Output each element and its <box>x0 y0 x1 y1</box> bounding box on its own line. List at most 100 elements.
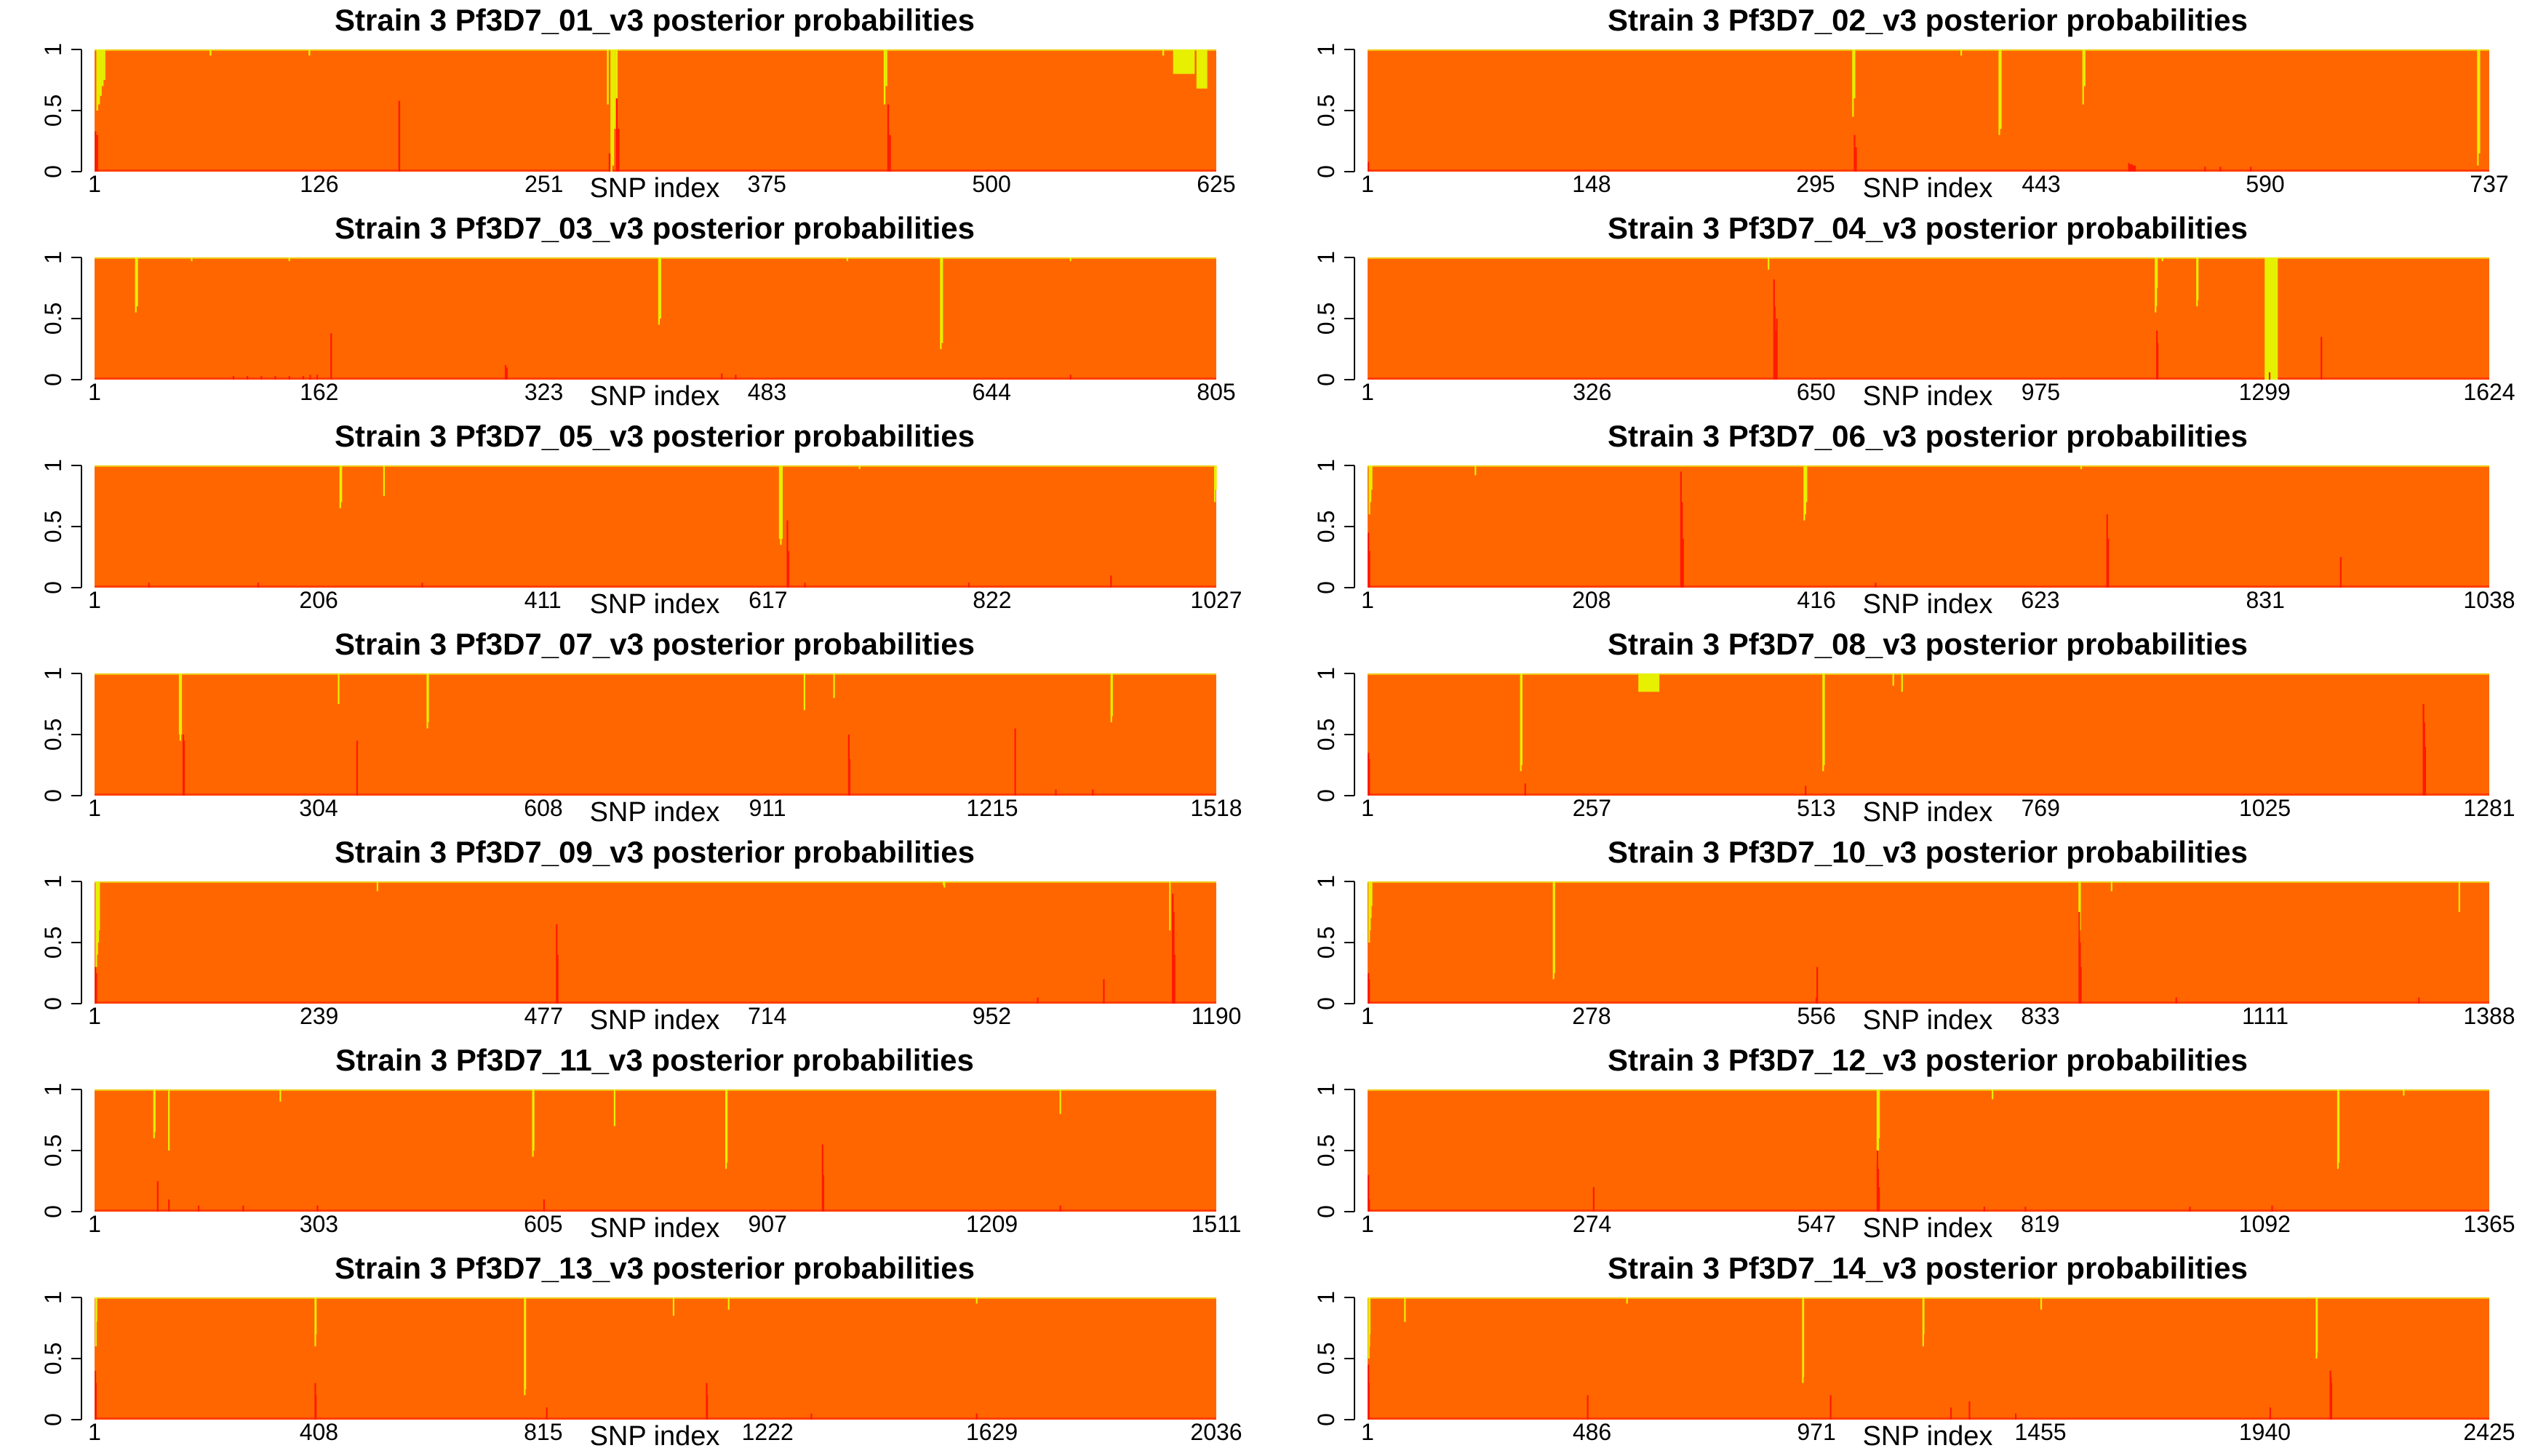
alt-state-bar <box>613 1089 616 1127</box>
x-tick-label: 1215 <box>966 795 1018 821</box>
x-tick-label: 326 <box>1573 379 1611 405</box>
primary-state-bar <box>1816 967 1819 1004</box>
primary-state-bar <box>2134 165 2136 172</box>
area-baseline <box>95 1001 1216 1004</box>
alt-state-bar <box>1876 1089 1878 1163</box>
primary-state-bar <box>1875 583 1877 588</box>
x-tick-label: 805 <box>1197 379 1235 405</box>
y-tick-label: 0 <box>40 581 66 594</box>
y-tick-label: 0 <box>40 1413 66 1426</box>
x-tick-label: 737 <box>2470 171 2508 197</box>
primary-state-bar <box>1103 979 1105 1004</box>
x-tick-label: 477 <box>524 1003 563 1029</box>
x-tick-label: 148 <box>1572 171 1611 197</box>
chart-plot: 0 0.5 1 1 148 295 443 590 737 <box>1313 43 2509 197</box>
alt-state-bar <box>97 49 100 105</box>
primary-state-bar <box>302 375 304 380</box>
alt-state-bar <box>615 49 618 123</box>
chart-title: Strain 3 Pf3D7_04_v3 posterior probabili… <box>1608 211 2248 245</box>
primary-state-bar <box>1877 1169 1880 1212</box>
primary-state-bar <box>95 131 97 172</box>
alt-state-bar <box>96 49 98 111</box>
x-tick-label: 408 <box>300 1419 338 1445</box>
alt-state-bar <box>2083 49 2086 87</box>
area-background <box>1368 1089 2489 1212</box>
alt-state-bar <box>658 257 661 325</box>
chart-title: Strain 3 Pf3D7_14_v3 posterior probabili… <box>1608 1251 2248 1285</box>
y-tick-label: 1 <box>40 43 66 56</box>
alt-state-bar <box>2337 1089 2339 1169</box>
primary-state-bar <box>1592 1187 1595 1212</box>
alt-state-fringe <box>95 465 1216 467</box>
primary-state-bar <box>735 375 737 380</box>
area-baseline <box>1368 169 2489 172</box>
alt-state-bar <box>940 257 942 349</box>
alt-state-fringe <box>1368 881 2489 883</box>
chart-plot: 0 0.5 1 1 303 605 907 1209 1511 <box>40 1083 1241 1237</box>
alt-state-bar <box>2082 49 2084 105</box>
alt-state-block <box>1196 49 1208 89</box>
y-tick-label: 0 <box>1313 165 1339 178</box>
x-tick-label: 556 <box>1797 1003 1835 1029</box>
alt-state-bar <box>726 1089 728 1163</box>
primary-state-bar <box>546 1407 548 1420</box>
alt-state-bar <box>1215 465 1217 490</box>
chart-plot: 0 0.5 1 1 278 556 833 1111 1388 <box>1313 875 2515 1029</box>
chart-panel: 0 0.5 1 1 304 608 911 1215 1518 Strain 3 Pf3D7_07… <box>0 624 1273 832</box>
chart-title: Strain 3 Pf3D7_13_v3 posterior probabili… <box>335 1251 975 1285</box>
chart-plot: 0 0.5 1 1 239 477 714 952 1190 <box>40 875 1241 1029</box>
primary-state-bar <box>2268 372 2271 380</box>
alt-state-bar <box>180 673 183 735</box>
alt-state-bar <box>2079 881 2081 931</box>
chart-panel: 0 0.5 1 1 278 556 833 1111 1388 Strain 3 Pf3D7_10… <box>1273 832 2546 1040</box>
primary-state-bar <box>95 973 97 1004</box>
primary-state-bar <box>274 375 276 380</box>
x-tick-label: 295 <box>1796 171 1835 197</box>
chart-panel: 0 0.5 1 1 126 251 375 500 625 Strain 3 Pf3D7_01_v… <box>0 0 1273 208</box>
alt-state-bar <box>376 881 378 892</box>
primary-state-bar <box>309 375 311 380</box>
alt-state-bar <box>614 49 616 129</box>
chart-panel: 0 0.5 1 1 408 815 1222 1629 2036 Strain 3 Pf3D7_1… <box>0 1248 1273 1456</box>
chart-panel: 0 0.5 1 1 162 323 483 644 805 Strain 3 Pf3D7_03_v… <box>0 208 1273 416</box>
y-tick-label: 0.5 <box>40 511 66 543</box>
y-tick-label: 0 <box>1313 1205 1339 1218</box>
x-tick-label: 1 <box>1361 587 1374 613</box>
alt-state-bar <box>1111 673 1113 716</box>
x-tick-label: 304 <box>299 795 338 821</box>
primary-state-bar <box>1069 375 1072 380</box>
area-background <box>95 673 1216 796</box>
alt-state-bar <box>846 257 848 262</box>
primary-state-bar <box>2189 1207 2191 1212</box>
primary-state-bar <box>1368 1383 1370 1420</box>
alt-state-bar <box>2197 257 2199 300</box>
area-baseline <box>95 1417 1216 1420</box>
primary-state-bar <box>2078 912 2080 1004</box>
primary-state-bar <box>1173 912 1175 1004</box>
alt-state-fringe <box>95 257 1216 259</box>
area-baseline <box>1368 1417 2489 1420</box>
alt-state-bar <box>1474 465 1477 476</box>
x-tick-label: 650 <box>1797 379 1835 405</box>
chart-title: Strain 3 Pf3D7_03_v3 posterior probabili… <box>335 211 975 245</box>
primary-state-bar <box>1853 135 1856 172</box>
area-baseline <box>1368 1209 2489 1212</box>
primary-state-bar <box>615 98 618 172</box>
primary-state-bar <box>1110 575 1112 588</box>
primary-state-bar <box>2219 167 2222 172</box>
x-tick-label: 907 <box>749 1211 787 1237</box>
area-background <box>95 257 1216 380</box>
alt-state-bar <box>2477 49 2479 166</box>
primary-state-bar <box>1983 1207 1985 1212</box>
alt-state-bar <box>339 465 341 508</box>
alt-state-bar <box>1892 673 1894 686</box>
primary-state-bar <box>1368 551 1370 588</box>
alt-state-bar <box>1804 465 1806 515</box>
alt-state-bar <box>96 881 98 955</box>
x-tick-label: 547 <box>1797 1211 1836 1237</box>
x-tick-label: 483 <box>748 379 786 405</box>
primary-state-bar <box>421 583 423 588</box>
primary-state-bar <box>1682 538 1684 588</box>
x-tick-label: 1 <box>88 587 101 613</box>
primary-state-bar <box>95 1383 97 1420</box>
